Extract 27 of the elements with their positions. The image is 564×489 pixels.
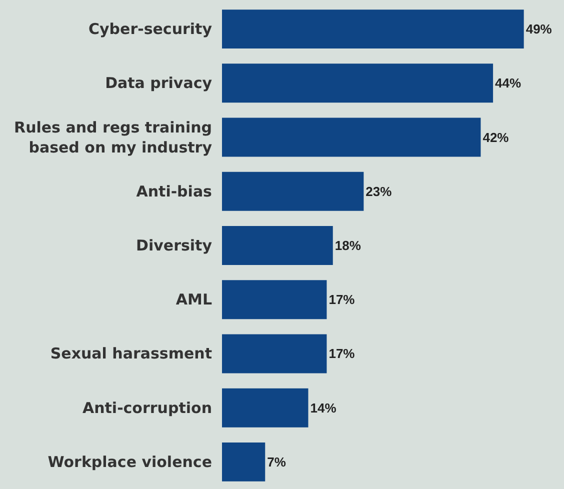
y-tick-label: Anti-bias xyxy=(136,182,212,200)
bar xyxy=(222,118,481,157)
bar xyxy=(222,388,308,428)
bar xyxy=(222,442,266,482)
y-tick-label: AML xyxy=(176,290,212,309)
bar xyxy=(222,172,364,211)
data-label: 23% xyxy=(366,184,392,199)
data-label: 17% xyxy=(328,346,356,362)
y-tick-label: Workplace violence xyxy=(48,452,212,471)
bar xyxy=(222,64,494,103)
y-tick-label: Cyber-security xyxy=(88,20,212,38)
data-label: 49% xyxy=(526,22,552,37)
data-label: 17% xyxy=(328,292,356,308)
y-tick-label: Sexual harassment xyxy=(50,344,212,363)
bar xyxy=(222,334,327,374)
data-label: 42% xyxy=(482,130,510,145)
y-tick-label: Anti-corruption xyxy=(82,398,212,417)
y-tick-label: Rules and regs training based on my industry xyxy=(14,118,212,156)
data-label: 7% xyxy=(267,454,286,470)
bar xyxy=(222,280,327,320)
data-label: 44% xyxy=(495,76,522,91)
bar xyxy=(222,226,333,265)
y-tick-label: Data privacy xyxy=(105,74,212,92)
data-label: 18% xyxy=(334,238,362,253)
y-tick-label: Diversity xyxy=(136,236,212,254)
bar xyxy=(222,10,524,49)
data-label: 14% xyxy=(310,400,337,416)
